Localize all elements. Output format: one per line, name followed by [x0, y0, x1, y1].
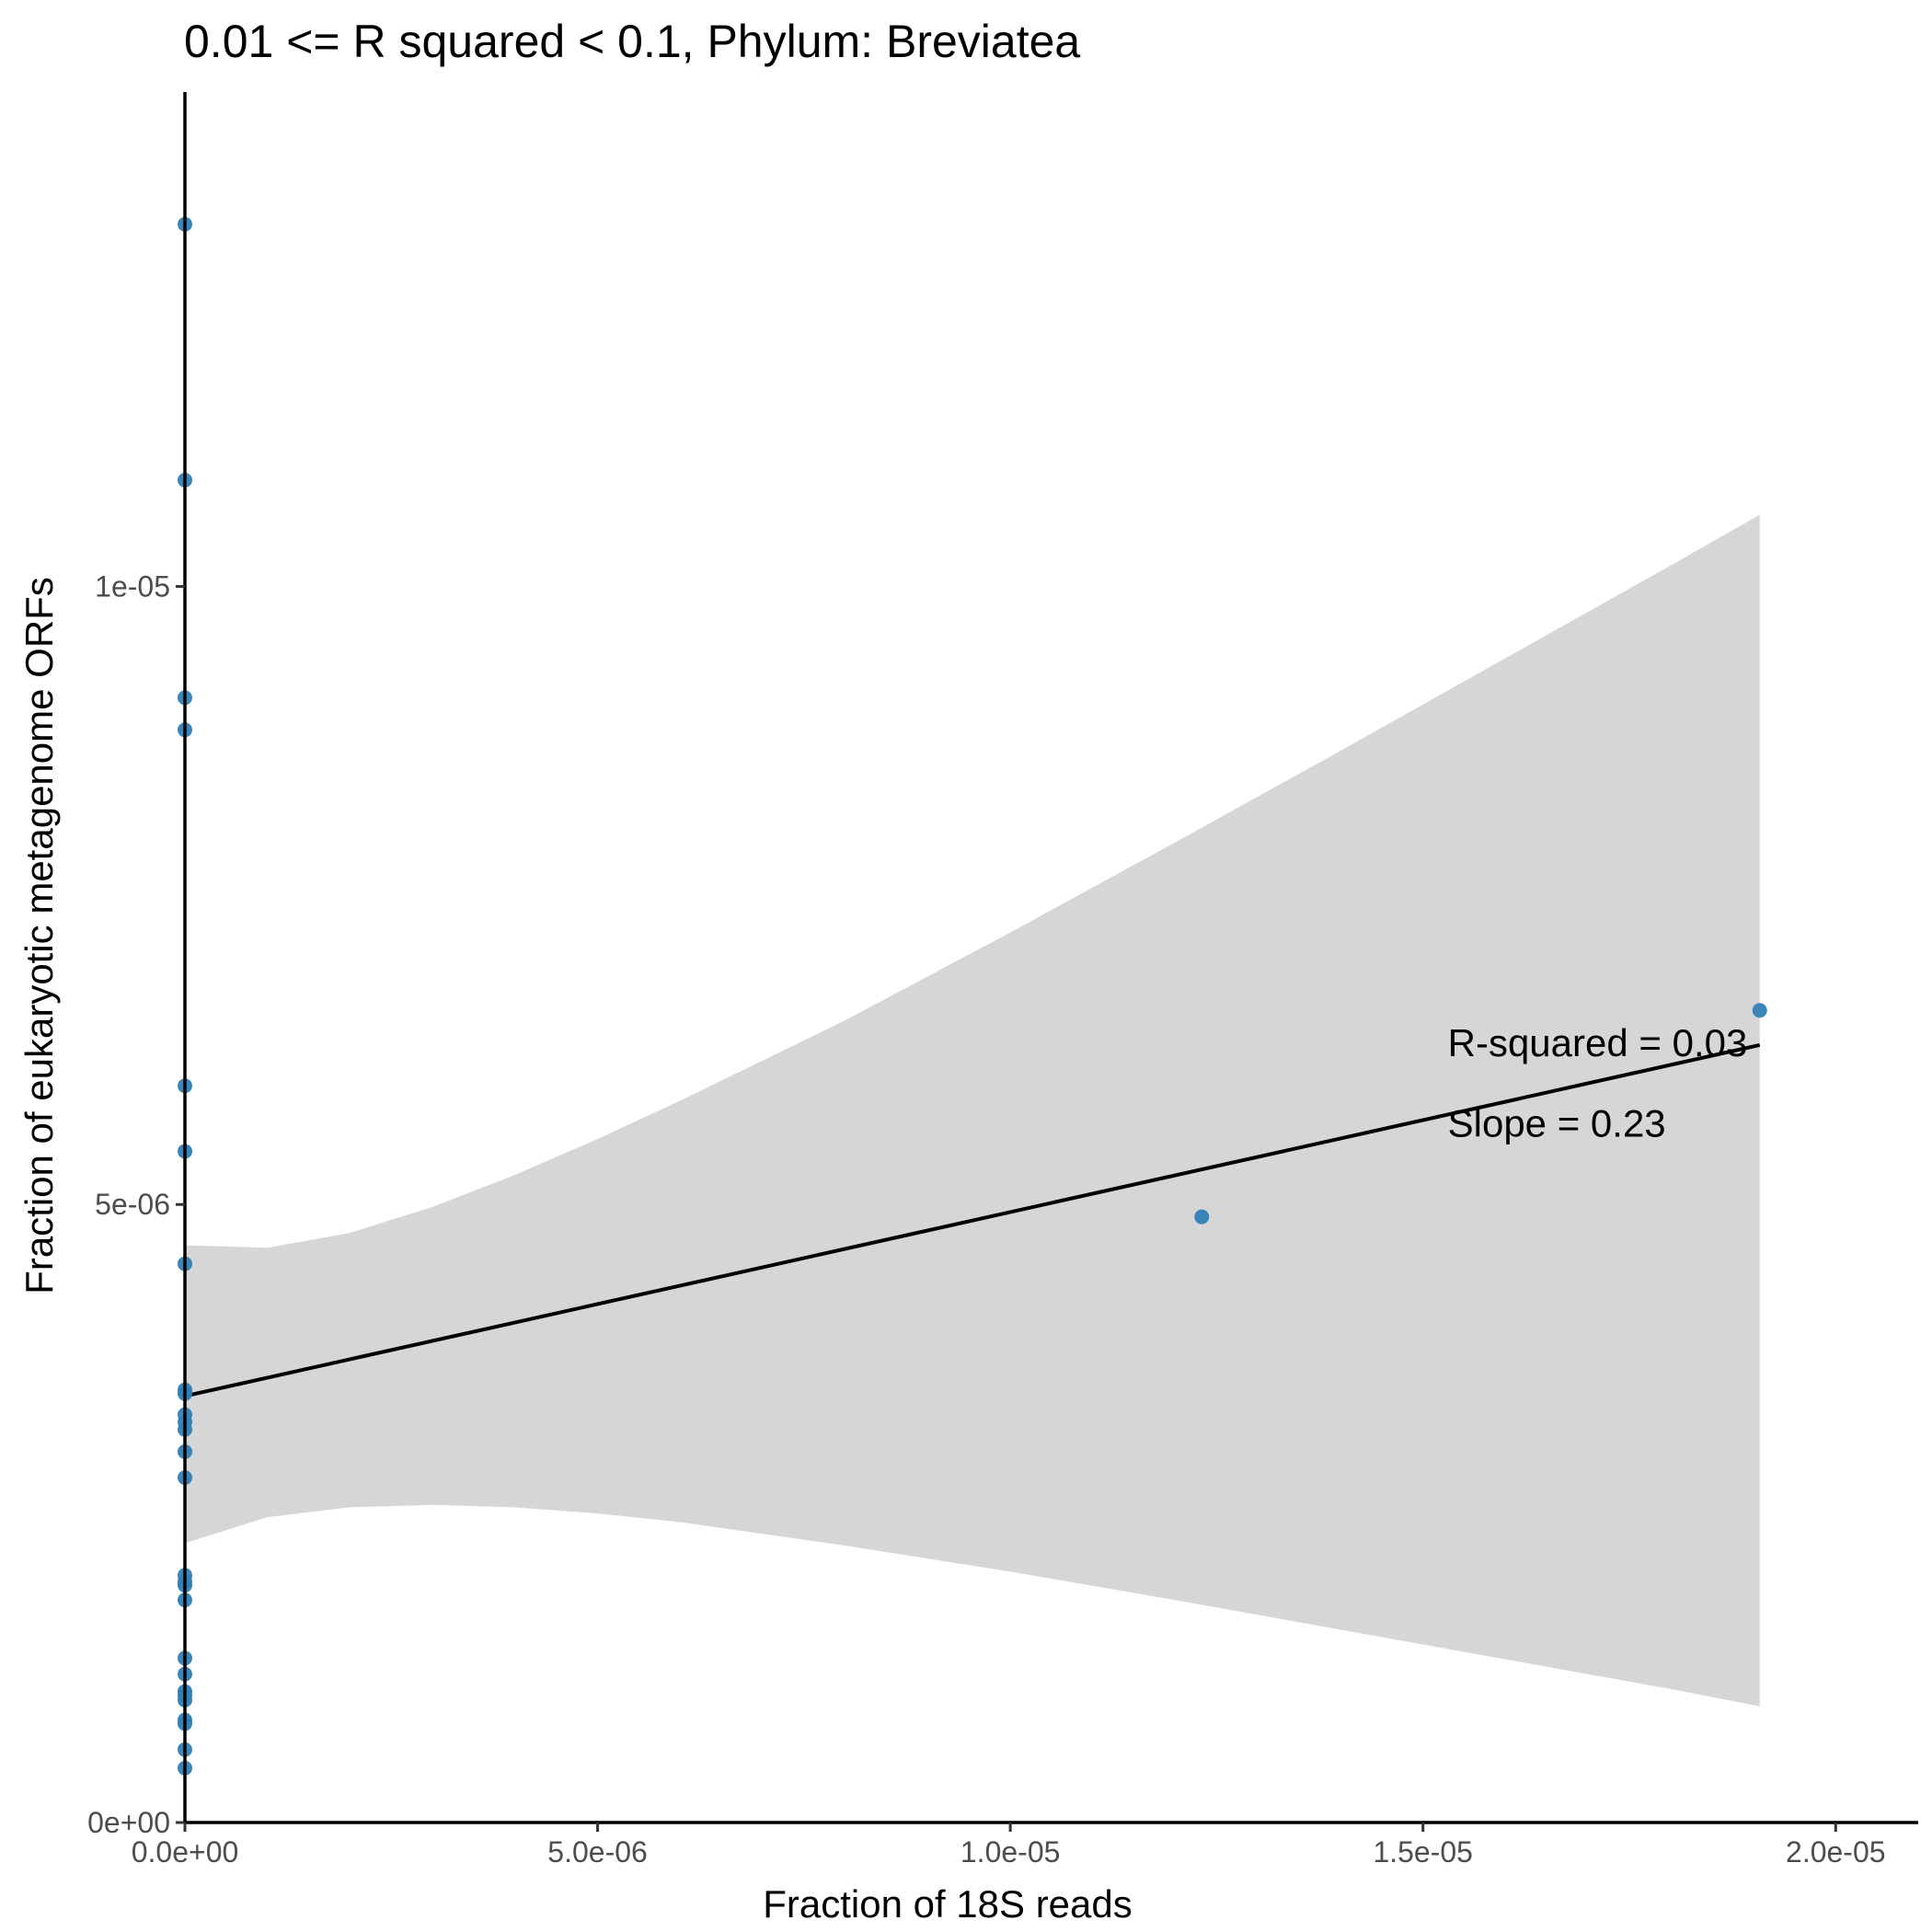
y-axis-title: Fraction of eukaryotic metagenome ORFs — [17, 577, 61, 1294]
y-axis-ticks: 0e+00 5e-06 1e-05 — [87, 569, 185, 1839]
x-axis-ticks: 0.0e+00 5.0e-06 1.0e-05 1.5e-05 2.0e-05 — [132, 1823, 1886, 1869]
annotation-text: R-squared = 0.03 — [1448, 1021, 1748, 1064]
x-tick-label: 1.5e-05 — [1373, 1835, 1473, 1869]
data-point — [1752, 1003, 1767, 1018]
x-tick-label: 5.0e-06 — [547, 1835, 648, 1869]
annotations: R-squared = 0.03 Slope = 0.23 — [1448, 1021, 1748, 1144]
y-tick-label: 5e-06 — [95, 1188, 170, 1221]
x-tick-label: 0.0e+00 — [132, 1835, 239, 1869]
y-tick-label: 0e+00 — [87, 1806, 170, 1839]
data-point — [1194, 1209, 1210, 1225]
y-tick-label: 1e-05 — [95, 569, 170, 603]
x-tick-label: 1.0e-05 — [960, 1835, 1061, 1869]
x-axis-title: Fraction of 18S reads — [763, 1882, 1133, 1926]
confidence-ribbon — [185, 514, 1760, 1707]
chart-title: 0.01 <= R squared < 0.1, Phylum: Breviat… — [184, 16, 1080, 67]
annotation-text: Slope = 0.23 — [1448, 1101, 1666, 1144]
x-tick-label: 2.0e-05 — [1786, 1835, 1886, 1869]
regression-line — [184, 1042, 1761, 1398]
